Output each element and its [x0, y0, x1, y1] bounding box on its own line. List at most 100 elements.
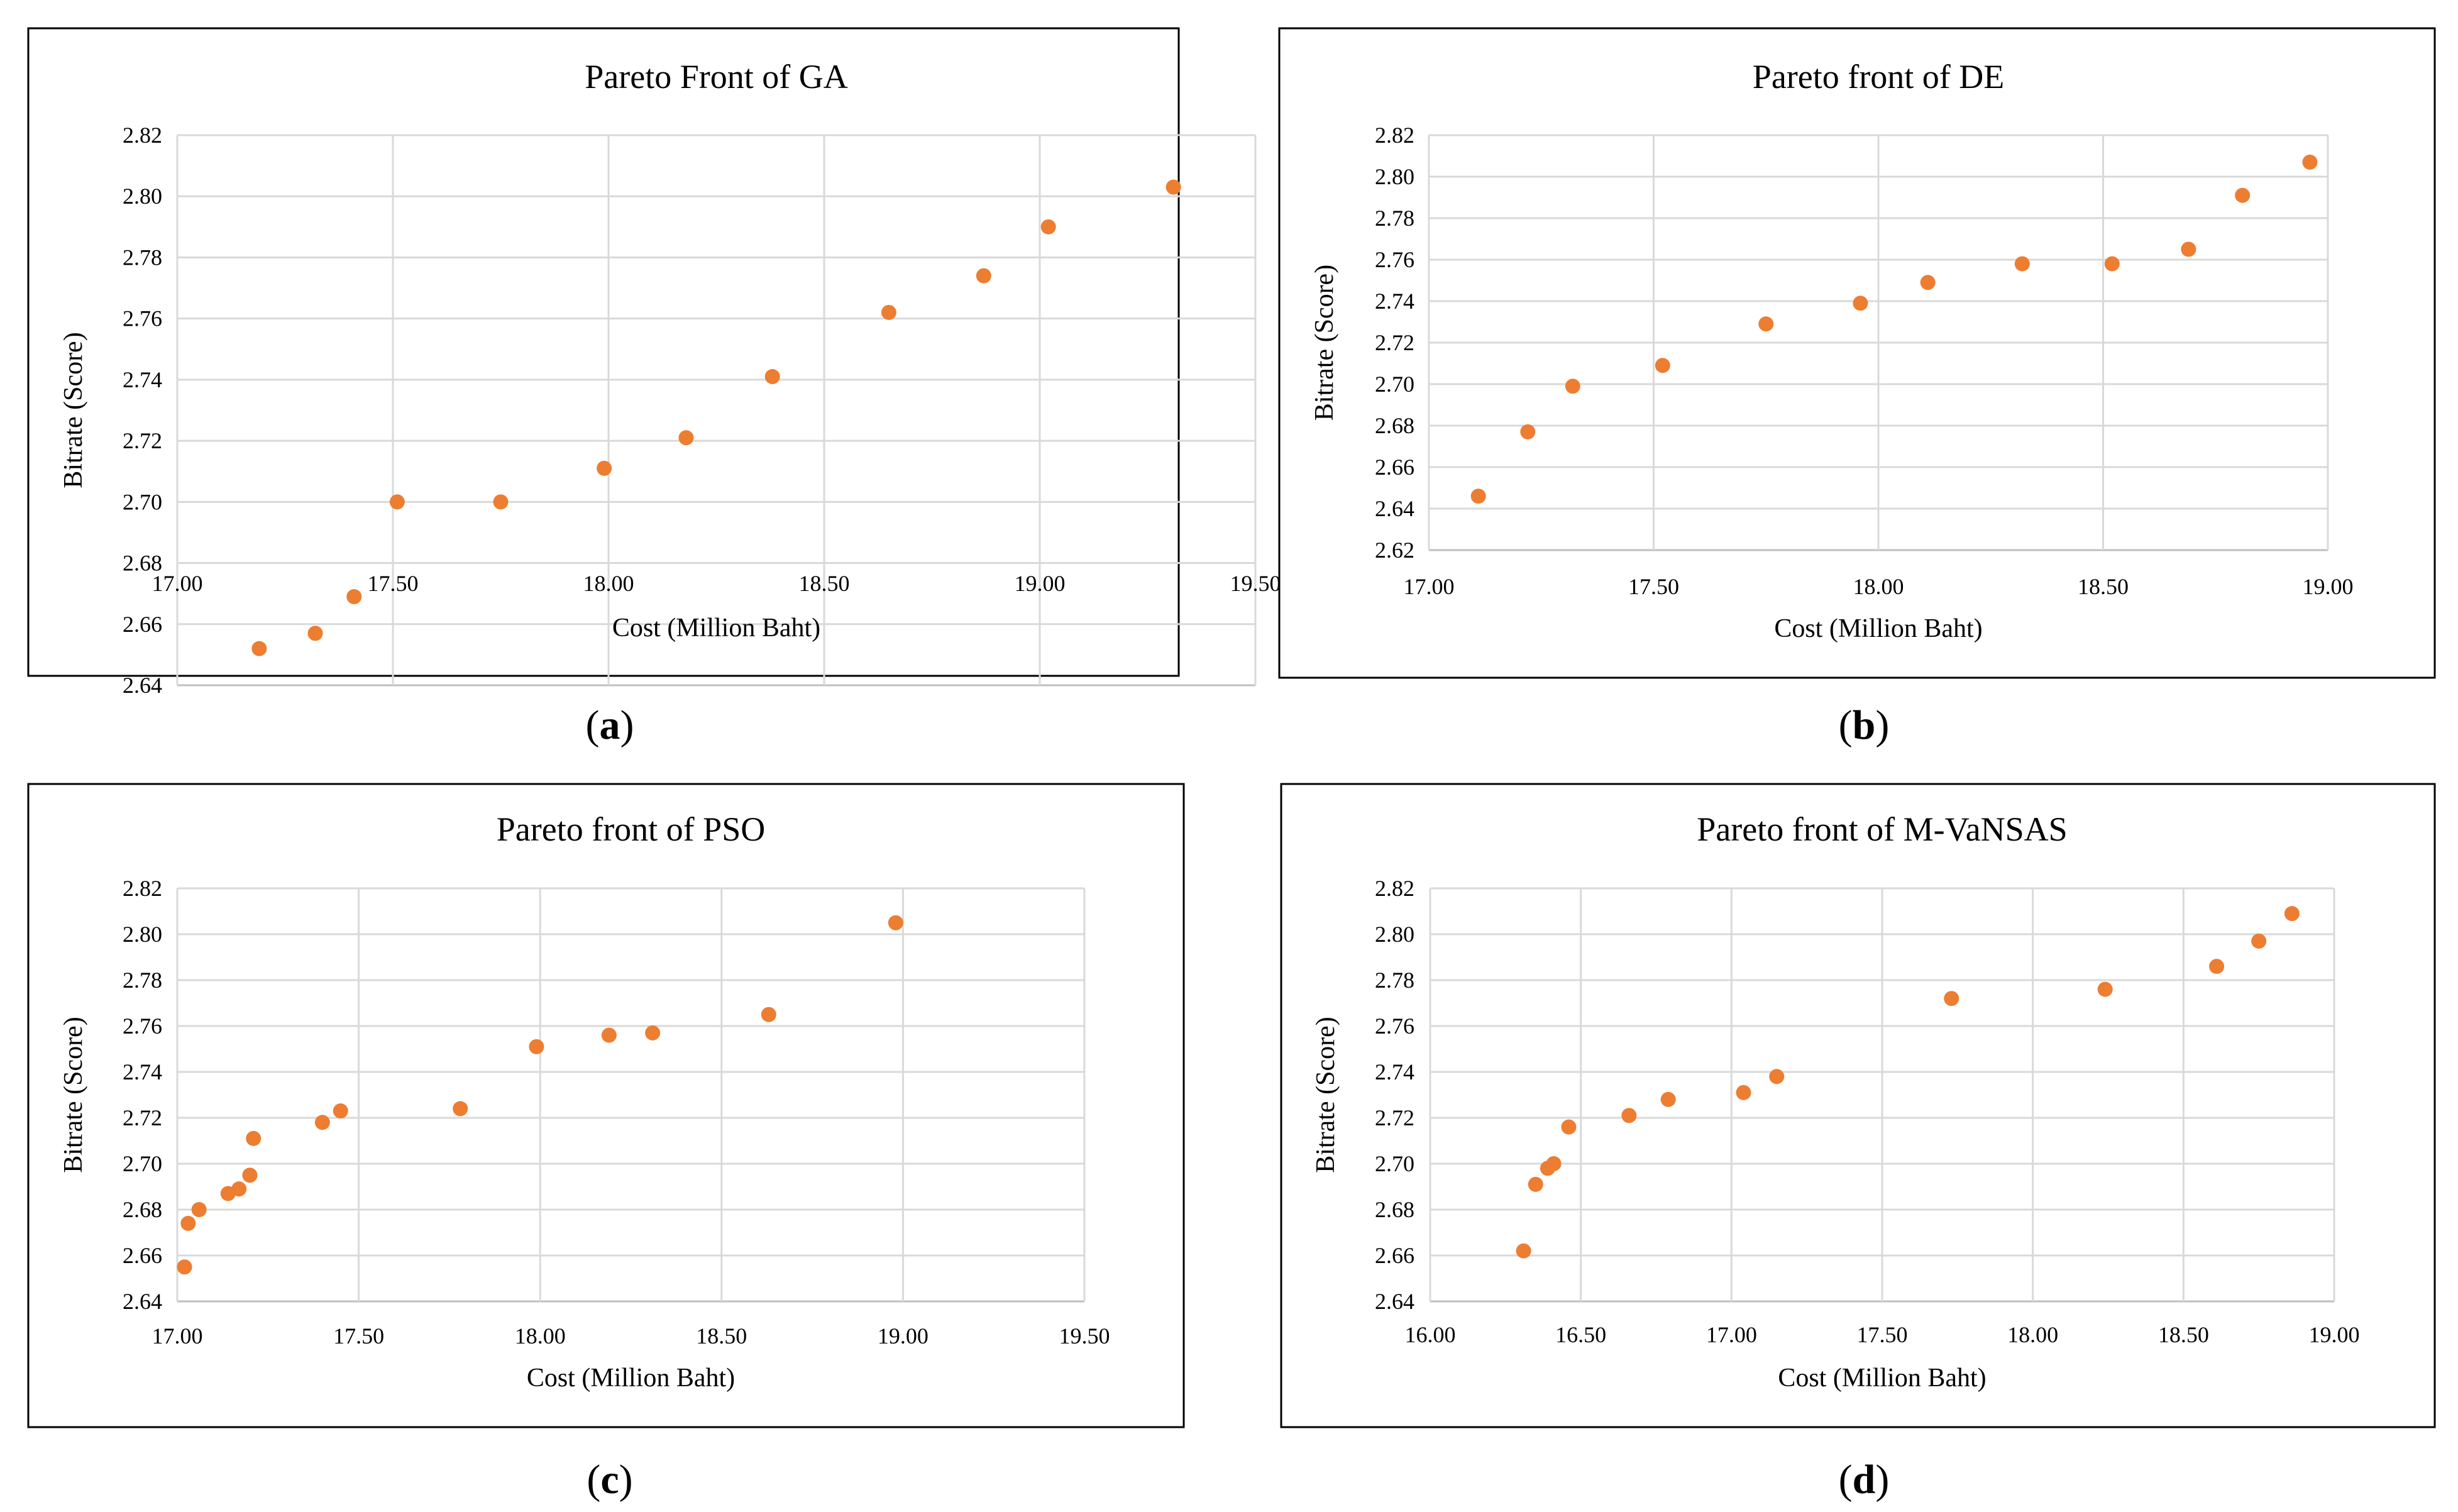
data-point	[2014, 256, 2030, 272]
y-tick-label: 2.62	[1375, 538, 1414, 563]
chart-panel-d: 2.64 2.66 2.68 2.70 2.72 2.74 2.76 2.78 2.80 2.82…	[1280, 783, 2436, 1503]
data-point	[1470, 488, 1486, 504]
y-tick-label: 2.70	[123, 489, 162, 514]
y-tick-label: 2.68	[123, 1197, 162, 1222]
y-tick-label: 2.68	[1375, 413, 1414, 438]
x-tick-label: 18.00	[515, 1323, 566, 1349]
x-tick-label: 19.00	[2309, 1322, 2360, 1347]
chart-title: Pareto front of DE	[1753, 58, 2004, 96]
data-point	[1516, 1243, 1531, 1259]
y-tick-label: 2.70	[123, 1151, 162, 1176]
y-tick-label: 2.80	[123, 184, 162, 209]
data-point	[333, 1103, 348, 1119]
data-point	[1528, 1176, 1543, 1192]
data-point	[1920, 275, 1936, 290]
x-axis-label: Cost (Million Baht)	[1774, 614, 1982, 643]
x-tick-label: 18.50	[799, 571, 850, 596]
x-tick-label: 18.00	[1853, 574, 1904, 599]
y-axis-label: Bitrate (Score)	[59, 1017, 88, 1173]
y-tick-label: 2.68	[123, 551, 162, 576]
data-point	[346, 589, 362, 605]
data-point	[645, 1025, 661, 1040]
y-tick-label: 2.78	[1375, 206, 1414, 231]
y-tick-label: 2.82	[123, 876, 162, 901]
y-tick-label: 2.82	[1375, 123, 1414, 148]
data-point	[180, 1215, 196, 1231]
chart-panel-a: 2.64 2.66 2.68 2.70 2.72 2.74 2.76 2.78 2.80 2.82…	[27, 27, 1281, 748]
data-point	[493, 494, 509, 510]
data-point	[389, 494, 405, 510]
data-point	[1769, 1069, 1785, 1084]
data-point	[1561, 1119, 1577, 1135]
data-point	[1621, 1108, 1637, 1123]
y-tick-label: 2.64	[1375, 1289, 1414, 1314]
y-tick-label: 2.80	[123, 922, 162, 947]
y-tick-label: 2.74	[1375, 1059, 1414, 1084]
chart-title: Pareto Front of GA	[585, 58, 847, 96]
data-point	[1520, 424, 1536, 439]
x-tick-label: 18.00	[2007, 1322, 2058, 1347]
y-tick-label: 2.66	[123, 1243, 162, 1268]
data-point	[881, 304, 896, 320]
data-point	[597, 460, 612, 476]
chart-frame	[27, 27, 1180, 677]
data-point	[177, 1259, 192, 1275]
panel-label: (c)	[587, 1457, 632, 1503]
data-point	[2104, 256, 2120, 272]
x-tick-label: 19.50	[1059, 1323, 1110, 1349]
x-axis-label: Cost (Million Baht)	[612, 614, 820, 643]
y-tick-label: 2.66	[123, 612, 162, 637]
chart-title: Pareto front of PSO	[497, 810, 765, 848]
data-point	[242, 1167, 258, 1183]
chart-frame	[1278, 27, 2436, 679]
chart-frame	[1280, 783, 2436, 1428]
panel-label: (b)	[1839, 702, 1890, 748]
y-tick-label: 2.78	[123, 245, 162, 270]
y-tick-label: 2.72	[1375, 1105, 1414, 1130]
y-tick-label: 2.78	[1375, 968, 1414, 993]
data-point	[1853, 295, 1868, 311]
chart-title: Pareto front of M-VaNSAS	[1697, 810, 2067, 848]
x-tick-label: 18.50	[2078, 574, 2129, 599]
x-tick-label: 17.50	[1628, 574, 1679, 599]
y-tick-label: 2.72	[1375, 330, 1414, 355]
y-tick-label: 2.82	[1375, 876, 1414, 901]
data-point	[251, 641, 267, 656]
x-tick-label: 19.00	[1015, 571, 1066, 596]
x-axis-label: Cost (Million Baht)	[527, 1364, 735, 1393]
y-tick-label: 2.76	[1375, 1013, 1414, 1039]
y-tick-label: 2.64	[123, 1289, 162, 1314]
data-point	[601, 1027, 617, 1043]
x-tick-label: 18.50	[696, 1323, 747, 1349]
data-point	[1655, 358, 1670, 373]
data-point	[678, 430, 694, 446]
data-point	[2235, 187, 2251, 203]
y-tick-label: 2.74	[1375, 289, 1414, 314]
data-point	[1040, 219, 1056, 235]
y-tick-label: 2.80	[1375, 922, 1414, 947]
data-point	[764, 369, 780, 385]
x-tick-label: 17.00	[1404, 574, 1455, 599]
x-tick-label: 17.00	[1706, 1322, 1757, 1347]
y-tick-label: 2.70	[1375, 1151, 1414, 1176]
y-axis-label: Bitrate (Score)	[1311, 1017, 1340, 1173]
y-tick-label: 2.72	[123, 428, 162, 453]
y-tick-label: 2.74	[123, 1059, 162, 1084]
data-point	[2209, 959, 2225, 974]
data-point	[1166, 179, 1181, 195]
data-point	[2302, 154, 2318, 170]
x-tick-label: 16.50	[1555, 1322, 1606, 1347]
data-point	[1660, 1091, 1676, 1107]
data-point	[1546, 1156, 1562, 1171]
y-tick-label: 2.80	[1375, 164, 1414, 189]
y-tick-label: 2.82	[123, 123, 162, 148]
y-tick-label: 2.66	[1375, 455, 1414, 480]
chart-panel-b: 2.62 2.64 2.66 2.68 2.70 2.72 2.74 2.76 2.78 2.80…	[1278, 27, 2436, 748]
x-tick-label: 17.50	[368, 571, 419, 596]
chart-frame	[27, 783, 1185, 1428]
y-tick-label: 2.76	[123, 1013, 162, 1039]
data-point	[761, 1007, 776, 1022]
x-tick-label: 17.00	[152, 571, 203, 596]
y-tick-label: 2.74	[123, 367, 162, 392]
